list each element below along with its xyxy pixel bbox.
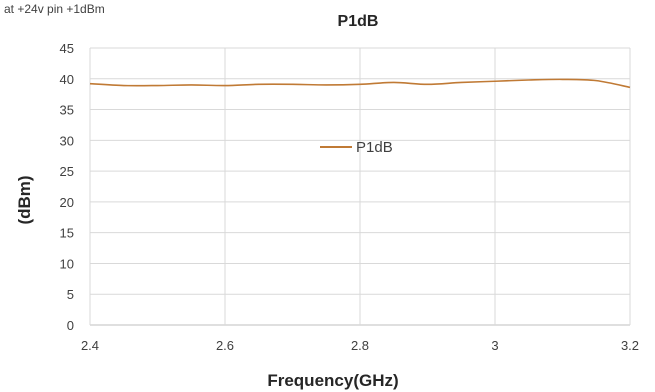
series-lines (89, 78, 631, 89)
y-axis-title: (dBm) (15, 175, 34, 224)
x-tick-label: 2.6 (216, 338, 234, 353)
y-tick-label: 15 (60, 226, 74, 241)
y-tick-label: 20 (60, 195, 74, 210)
x-tick-label: 2.4 (81, 338, 99, 353)
y-tick-label: 5 (67, 287, 74, 302)
x-tick-labels: 2.4 2.6 2.8 3 3.2 (81, 338, 639, 353)
y-tick-labels: 0 5 10 15 20 25 30 35 40 45 (60, 41, 74, 333)
y-tick-label: 25 (60, 164, 74, 179)
legend-label-p1db: P1dB (356, 139, 393, 156)
y-tick-label: 40 (60, 72, 74, 87)
y-tick-label: 10 (60, 256, 74, 271)
y-tick-label: 45 (60, 41, 74, 56)
y-tick-label: 35 (60, 103, 74, 118)
y-tick-label: 0 (67, 318, 74, 333)
y-tick-label: 30 (60, 133, 74, 148)
x-tick-label: 2.8 (351, 338, 369, 353)
legend: P1dB (320, 139, 393, 156)
x-axis-title: Frequency(GHz) (267, 371, 398, 390)
chart-note: at +24v pin +1dBm (4, 2, 105, 16)
grid-lines (89, 47, 631, 326)
chart-title: P1dB (338, 13, 379, 30)
x-tick-label: 3 (491, 338, 498, 353)
x-tick-label: 3.2 (621, 338, 639, 353)
series-line-p1db (89, 78, 631, 89)
